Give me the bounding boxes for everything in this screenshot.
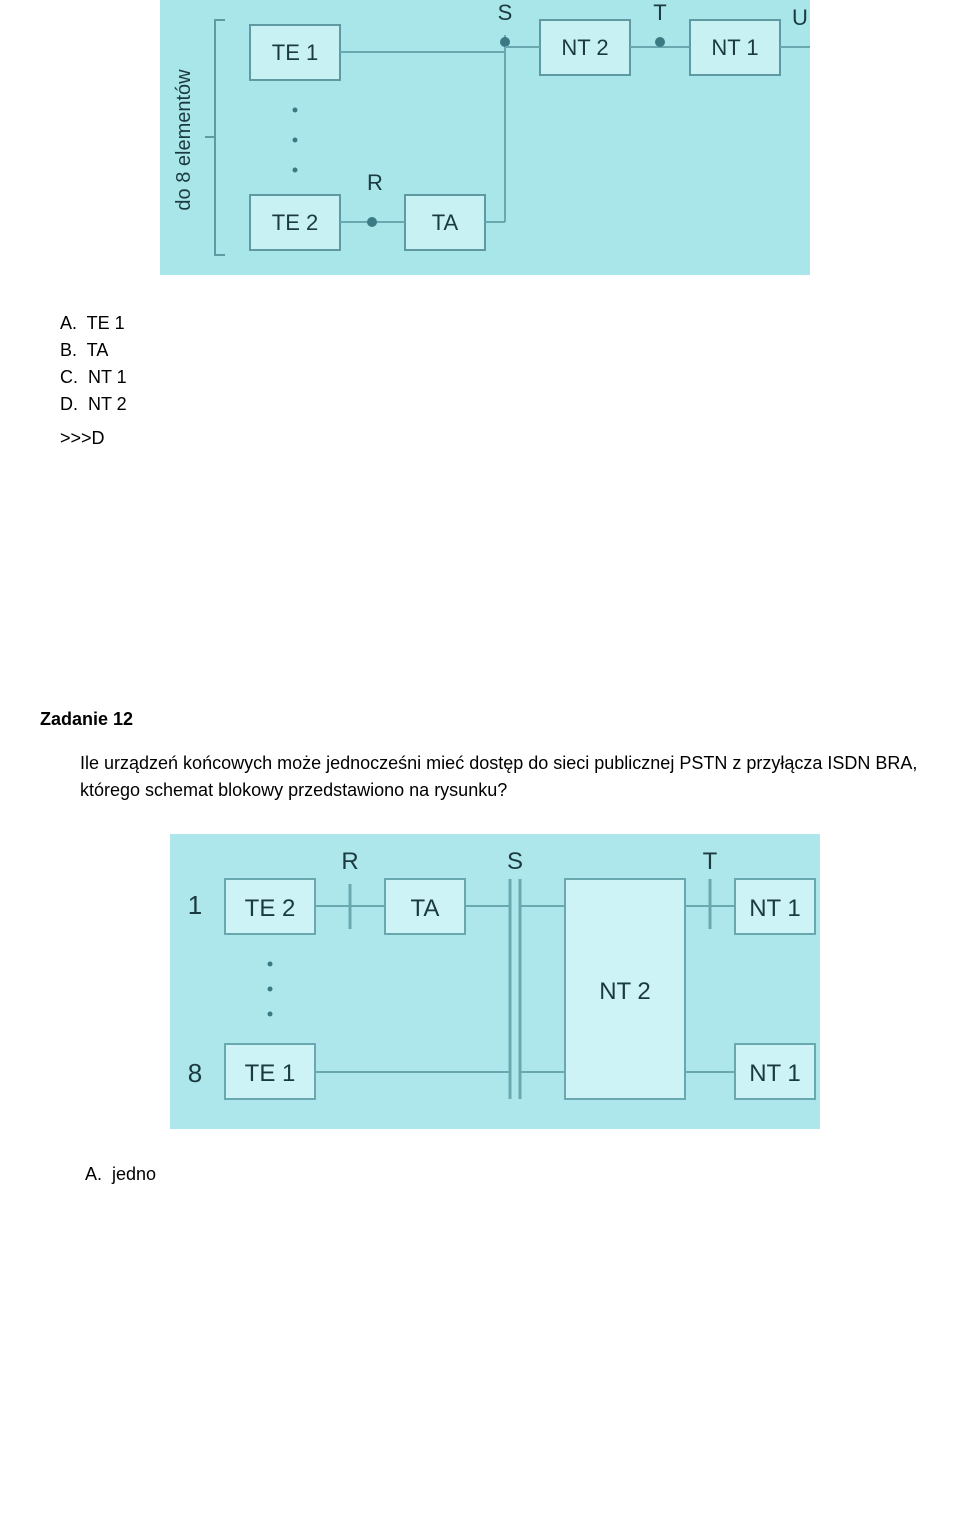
fig2-t-label: T (703, 848, 718, 875)
opt2-a: A. jedno (85, 1164, 920, 1185)
options1: A. TE 1 B. TA C. NT 1 D. NT 2 (60, 310, 920, 418)
opt1-d: D. NT 2 (60, 391, 920, 418)
page: do 8 elementów TE 1 TE 2 TA R S (0, 0, 960, 1225)
fig2-te2-label: TE 2 (245, 895, 296, 922)
fig1-r-dot (367, 217, 377, 227)
fig1-nt2-label: NT 2 (561, 35, 608, 60)
opt1-b: B. TA (60, 337, 920, 364)
task12-question: Ile urządzeń końcowych może jednocześni … (80, 750, 920, 804)
figure1-container: do 8 elementów TE 1 TE 2 TA R S (160, 0, 920, 280)
task12-heading: Zadanie 12 (40, 709, 920, 730)
fig2-row1-label: 1 (188, 890, 202, 920)
fig1-te2-label: TE 2 (272, 210, 318, 235)
fig2-dot (268, 962, 273, 967)
fig1-dot (293, 138, 298, 143)
fig2-row8-label: 8 (188, 1058, 202, 1088)
opt1-a: A. TE 1 (60, 310, 920, 337)
fig2-ta-label: TA (411, 895, 440, 922)
fig2-dot (268, 1012, 273, 1017)
fig2-nt2-label: NT 2 (599, 978, 651, 1005)
fig1-dot (293, 108, 298, 113)
fig2-te1-label: TE 1 (245, 1060, 296, 1087)
fig1-te1-label: TE 1 (272, 40, 318, 65)
fig1-nt1-label: NT 1 (711, 35, 758, 60)
fig1-r-label: R (367, 170, 383, 195)
fig1-ta-label: TA (432, 210, 459, 235)
fig2-s-label: S (507, 848, 523, 875)
fig1-s-label: S (498, 0, 513, 25)
fig2-dot (268, 987, 273, 992)
fig1-s-dot (500, 37, 510, 47)
figure1-svg: do 8 elementów TE 1 TE 2 TA R S (160, 0, 810, 275)
fig2-nt1a-label: NT 1 (749, 895, 801, 922)
fig1-dot (293, 168, 298, 173)
fig2-nt1b-label: NT 1 (749, 1060, 801, 1087)
fig1-t-label: T (653, 0, 666, 25)
fig1-bracket-label: do 8 elementów (173, 69, 195, 211)
fig1-t-dot (655, 37, 665, 47)
fig2-r-label: R (341, 848, 358, 875)
figure2-container: 1 TE 2 R TA S NT 2 T (170, 834, 920, 1134)
answer1: >>>D (60, 428, 920, 449)
opt1-c: C. NT 1 (60, 364, 920, 391)
fig1-u-label: U (792, 5, 808, 30)
figure2-svg: 1 TE 2 R TA S NT 2 T (170, 834, 820, 1129)
